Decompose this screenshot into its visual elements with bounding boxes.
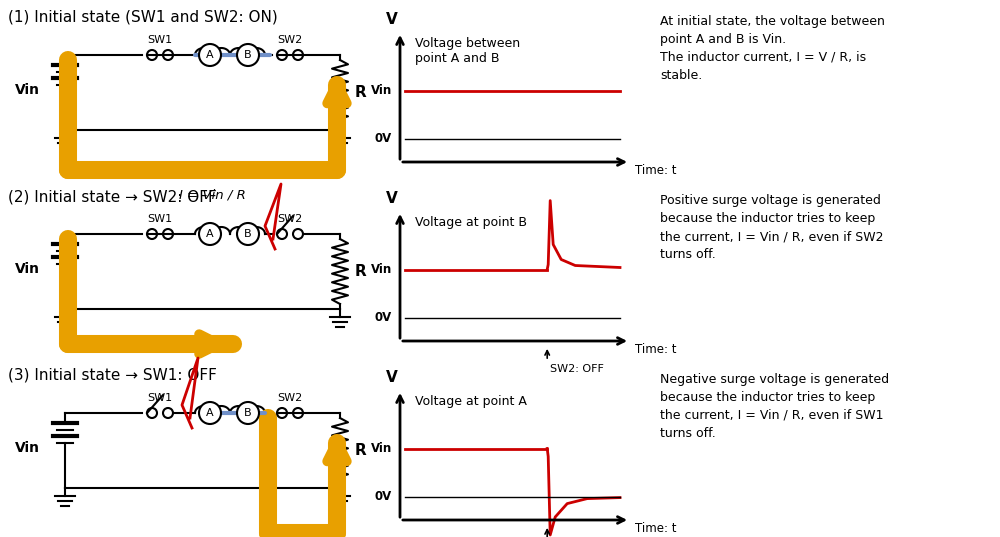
Text: Vin: Vin bbox=[15, 262, 40, 276]
Circle shape bbox=[237, 223, 259, 245]
Text: Time: t: Time: t bbox=[635, 164, 676, 177]
Text: I = Vin / R: I = Vin / R bbox=[179, 188, 246, 201]
Text: B: B bbox=[244, 229, 252, 239]
Text: Time: t: Time: t bbox=[635, 343, 676, 356]
Text: V: V bbox=[386, 370, 398, 385]
Text: Positive surge voltage is generated
because the inductor tries to keep
the curre: Positive surge voltage is generated beca… bbox=[660, 194, 884, 261]
Text: (2) Initial state → SW2: OFF: (2) Initial state → SW2: OFF bbox=[8, 189, 217, 204]
Text: B: B bbox=[244, 408, 252, 418]
Text: Voltage at point B: Voltage at point B bbox=[415, 216, 527, 229]
Circle shape bbox=[237, 402, 259, 424]
Text: At initial state, the voltage between
point A and B is Vin.
The inductor current: At initial state, the voltage between po… bbox=[660, 15, 885, 82]
Text: SW1: SW1 bbox=[147, 35, 173, 45]
Text: R: R bbox=[355, 264, 367, 279]
Text: A: A bbox=[206, 408, 214, 418]
Circle shape bbox=[199, 44, 221, 66]
Circle shape bbox=[237, 44, 259, 66]
Text: SW2: SW2 bbox=[277, 35, 303, 45]
Text: R: R bbox=[355, 85, 367, 100]
Text: Vin: Vin bbox=[15, 441, 40, 455]
Text: V: V bbox=[386, 191, 398, 206]
Text: SW2: SW2 bbox=[277, 214, 303, 224]
Circle shape bbox=[199, 223, 221, 245]
Circle shape bbox=[199, 402, 221, 424]
Text: 0V: 0V bbox=[375, 132, 392, 145]
Text: Voltage at point A: Voltage at point A bbox=[415, 395, 527, 408]
Text: SW1: SW1 bbox=[147, 393, 173, 403]
Text: Negative surge voltage is generated
because the inductor tries to keep
the curre: Negative surge voltage is generated beca… bbox=[660, 373, 889, 440]
Text: 0V: 0V bbox=[375, 311, 392, 324]
Text: SW1: SW1 bbox=[147, 214, 173, 224]
Text: SW2: OFF: SW2: OFF bbox=[550, 364, 604, 374]
Text: 0V: 0V bbox=[375, 490, 392, 503]
Text: Voltage between
point A and B: Voltage between point A and B bbox=[415, 37, 520, 65]
Text: Time: t: Time: t bbox=[635, 522, 676, 535]
Text: Vin: Vin bbox=[371, 442, 392, 455]
Text: R: R bbox=[355, 443, 367, 458]
Text: V: V bbox=[386, 12, 398, 27]
Text: A: A bbox=[206, 50, 214, 60]
Text: Vin: Vin bbox=[15, 83, 40, 97]
Text: A: A bbox=[206, 229, 214, 239]
Text: Vin: Vin bbox=[371, 263, 392, 276]
Text: Vin: Vin bbox=[371, 84, 392, 97]
Text: (1) Initial state (SW1 and SW2: ON): (1) Initial state (SW1 and SW2: ON) bbox=[8, 10, 278, 25]
Text: B: B bbox=[244, 50, 252, 60]
Text: SW2: SW2 bbox=[277, 393, 303, 403]
Text: (3) Initial state → SW1: OFF: (3) Initial state → SW1: OFF bbox=[8, 368, 217, 383]
